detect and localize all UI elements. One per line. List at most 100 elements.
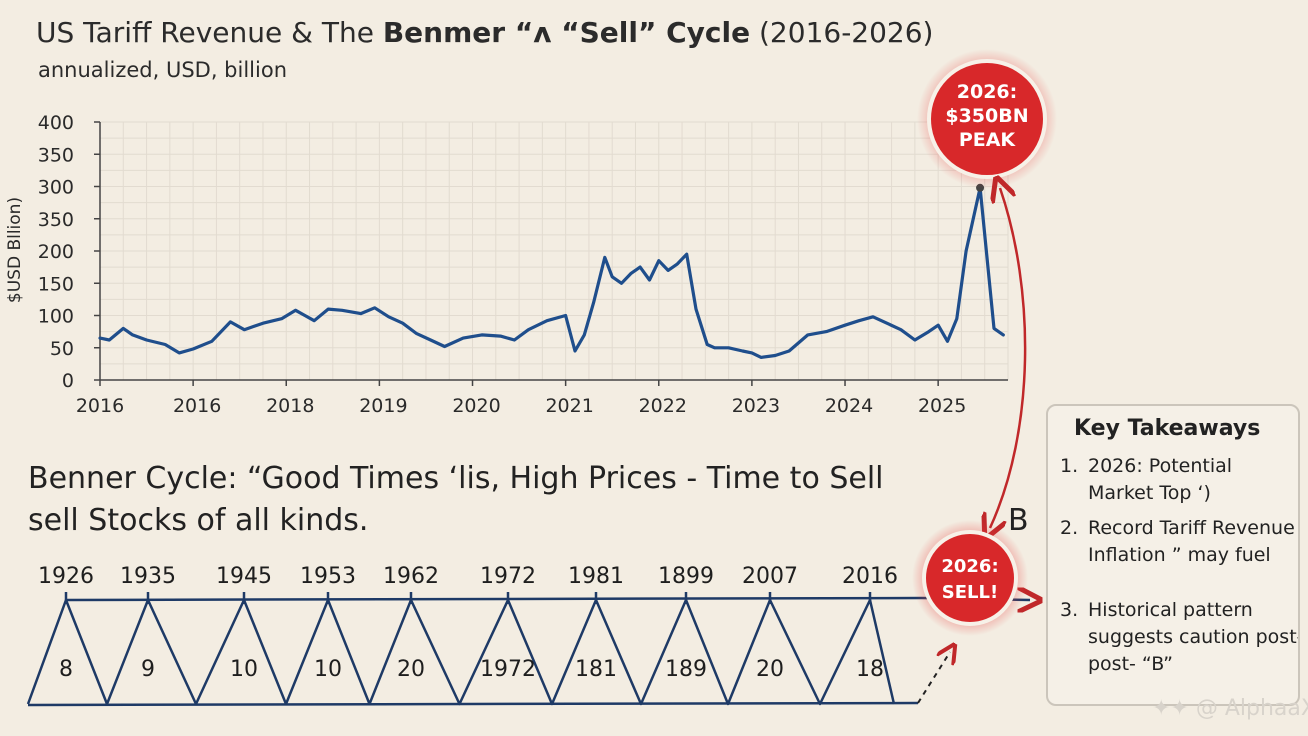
timeline-year-label: 1935 — [120, 564, 176, 589]
chart-grid — [99, 121, 1009, 381]
data-point — [280, 317, 283, 320]
timeline-value-label: 189 — [665, 657, 707, 682]
data-point — [303, 314, 307, 317]
data-point — [629, 272, 633, 275]
chart-title: US Tariff Revenue & The Benmer “ʌ “Sell”… — [36, 16, 933, 49]
data-point — [177, 351, 181, 355]
data-point — [229, 320, 232, 324]
data-point — [429, 338, 432, 342]
data-point — [210, 340, 213, 343]
x-tick-label: 2024 — [825, 395, 873, 417]
data-point — [857, 319, 861, 322]
timeline-value-label: 8 — [59, 657, 73, 682]
y-tick-label: 200 — [38, 241, 74, 263]
data-point — [340, 309, 344, 312]
data-point — [545, 319, 549, 322]
data-point — [694, 307, 698, 311]
data-point — [480, 333, 484, 337]
x-tick-label: 2020 — [452, 395, 500, 417]
benner-heading-line2: sell Stocks of all kinds. — [28, 503, 369, 538]
y-tick-label: 400 — [38, 112, 74, 134]
data-point — [312, 319, 316, 322]
data-point — [513, 338, 516, 342]
data-point — [131, 333, 134, 337]
data-point — [163, 343, 167, 346]
data-point — [657, 259, 660, 262]
series-line — [98, 186, 1005, 359]
data-point — [806, 333, 809, 337]
title-part1: US Tariff Revenue & The — [36, 16, 383, 49]
takeaway-number: 2. — [1060, 517, 1079, 539]
benner-heading: Benner Cycle: “Good Times ʻlis, High Pri… — [28, 458, 928, 542]
data-point — [401, 322, 404, 325]
x-ticks: 2016 2016 2018 2019 2020 2021 2022 2023 2024 2025 — [76, 380, 966, 417]
benner-timeline — [26, 592, 1030, 707]
data-point — [871, 315, 875, 318]
data-point — [787, 349, 791, 353]
timeline-labels: 1926 8 1935 9 1945 10 1953 10 1962 20 1972 1972 1981… — [38, 564, 898, 682]
data-point — [638, 265, 642, 269]
timeline-value-label: 9 — [141, 657, 155, 682]
y-tick-label: 100 — [38, 306, 74, 328]
data-point — [527, 328, 530, 331]
y-tick-label: 350 — [38, 209, 74, 231]
timeline-year-label: 1981 — [568, 564, 624, 589]
y-tick-label: 150 — [38, 273, 74, 295]
y-tick-label: 50 — [50, 338, 74, 360]
data-point — [499, 334, 502, 338]
data-point — [191, 347, 195, 351]
data-point — [294, 309, 297, 312]
timeline-bottom-line — [27, 701, 919, 707]
data-point — [676, 262, 679, 266]
timeline-year-label: 1962 — [383, 564, 439, 589]
timeline-year-label: 1899 — [658, 564, 714, 589]
timeline-year-label: 1972 — [480, 564, 536, 589]
data-point — [443, 345, 446, 348]
timeline-value-label: 10 — [314, 657, 342, 682]
data-point — [592, 301, 595, 304]
data-point — [992, 327, 996, 330]
data-point — [603, 256, 606, 259]
data-point — [326, 307, 330, 311]
data-point — [727, 346, 730, 349]
timeline-value-label: 1972 — [480, 657, 536, 682]
takeaway-item: 3. Historical pattern suggests caution p… — [1048, 597, 1298, 678]
data-point — [760, 356, 763, 359]
peak-callout-line1: 2026: — [957, 81, 1017, 103]
data-point — [573, 349, 577, 353]
y-tick-label: 350 — [38, 144, 74, 166]
x-tick-label: 2021 — [545, 395, 593, 417]
data-point — [583, 333, 586, 337]
data-point — [122, 327, 125, 330]
key-takeaways-title: Key Takeaways — [1074, 416, 1261, 441]
y-tick-label: 300 — [38, 177, 74, 199]
data-point — [946, 340, 949, 343]
data-point — [359, 312, 362, 315]
sell-callout-circle — [922, 530, 1018, 626]
takeaway-line: 2026: Potential — [1088, 455, 1233, 477]
data-point — [843, 323, 847, 327]
takeaway-line: Historical pattern — [1088, 599, 1253, 621]
timeline-year-label: 2016 — [842, 564, 898, 589]
data-point — [98, 336, 102, 340]
timeline-year-label: 1953 — [300, 564, 356, 589]
data-point — [927, 330, 931, 333]
key-takeaways-panel: Key Takeaways 1. 2026: Potential Market … — [1046, 404, 1300, 706]
peak-callout: 2026: $350BN PEAK — [917, 49, 1057, 189]
data-point — [666, 269, 670, 272]
peak-sell-arrow — [990, 188, 1027, 528]
takeaway-line: post- “B” — [1088, 653, 1174, 675]
data-point — [936, 323, 940, 327]
benner-heading-line1: Benner Cycle: “Good Times ʻlis, High Pri… — [28, 461, 884, 496]
data-point — [825, 330, 828, 333]
y-axis-label: $USD Bllion) — [5, 197, 25, 303]
data-point — [261, 322, 265, 325]
data-point — [462, 336, 465, 340]
sell-callout-line1: 2026: — [941, 556, 998, 577]
takeaway-line: Record Tariff Revenue — [1088, 517, 1295, 539]
title-part2: Benmer “ʌ “Sell” Cycle — [382, 16, 751, 49]
data-point — [913, 338, 917, 342]
data-point — [899, 328, 903, 331]
series-group — [98, 183, 1005, 359]
data-point — [620, 282, 623, 285]
